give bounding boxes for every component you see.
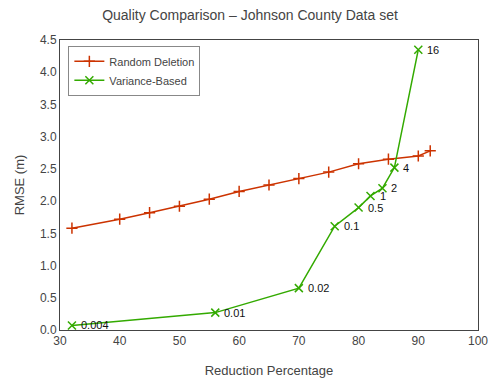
svg-text:3.5: 3.5: [40, 98, 57, 112]
svg-text:2.5: 2.5: [40, 162, 57, 176]
svg-text:RMSE (m): RMSE (m): [12, 155, 27, 216]
svg-text:Random Deletion: Random Deletion: [109, 56, 194, 68]
svg-text:4.5: 4.5: [40, 33, 57, 47]
svg-text:3.0: 3.0: [40, 130, 57, 144]
svg-text:30: 30: [53, 334, 67, 348]
svg-text:0.0: 0.0: [40, 323, 57, 337]
svg-text:100: 100: [468, 334, 488, 348]
svg-text:90: 90: [412, 334, 426, 348]
svg-text:40: 40: [113, 334, 127, 348]
svg-text:1: 1: [380, 190, 386, 202]
svg-text:16: 16: [427, 44, 439, 56]
svg-text:0.5: 0.5: [368, 202, 383, 214]
svg-text:2.0: 2.0: [40, 194, 57, 208]
svg-text:70: 70: [292, 334, 306, 348]
svg-text:0.01: 0.01: [224, 307, 245, 319]
svg-text:4.0: 4.0: [40, 65, 57, 79]
svg-text:1.0: 1.0: [40, 259, 57, 273]
svg-text:0.5: 0.5: [40, 291, 57, 305]
svg-text:Reduction Percentage: Reduction Percentage: [205, 363, 334, 378]
svg-text:0.1: 0.1: [344, 220, 359, 232]
svg-text:50: 50: [173, 334, 187, 348]
svg-text:0.02: 0.02: [308, 282, 329, 294]
svg-text:1.5: 1.5: [40, 227, 57, 241]
svg-text:Quality Comparison – Johnson C: Quality Comparison – Johnson County Data…: [102, 7, 398, 23]
svg-text:2: 2: [391, 182, 397, 194]
svg-text:0.004: 0.004: [81, 319, 109, 331]
svg-text:60: 60: [232, 334, 246, 348]
svg-text:80: 80: [352, 334, 366, 348]
svg-text:Variance-Based: Variance-Based: [109, 75, 186, 87]
svg-text:4: 4: [403, 162, 409, 174]
